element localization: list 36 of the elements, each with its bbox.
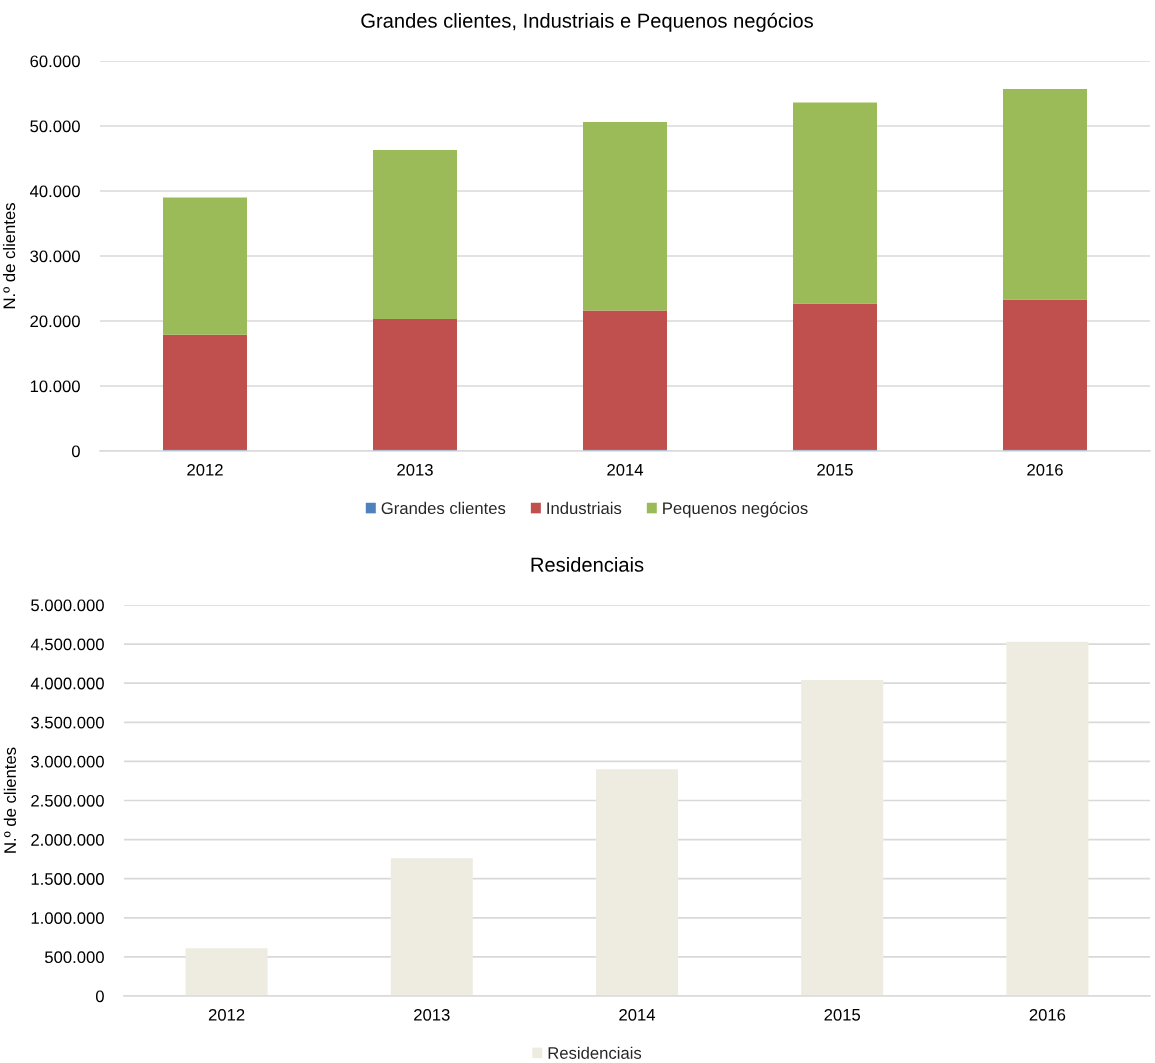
x-tick-label: 2015 bbox=[817, 463, 853, 476]
legend-label: Residenciais bbox=[548, 1046, 642, 1059]
chart-title: Grandes clientes, Industriais e Pequenos negócios bbox=[361, 12, 813, 32]
y-tick-label: 2.500.000 bbox=[31, 794, 104, 807]
y-axis-title: N.º de clientes bbox=[3, 747, 17, 853]
y-axis-title: N.º de clientes bbox=[2, 203, 16, 309]
x-tick-label: 2015 bbox=[824, 1008, 861, 1021]
legend-label: Grandes clientes bbox=[381, 501, 506, 515]
x-tick-label: 2016 bbox=[1027, 463, 1063, 476]
chart-title: Residenciais bbox=[531, 557, 644, 572]
y-tick-label: 30.000 bbox=[30, 250, 80, 263]
y-tick-label: 5.000.000 bbox=[31, 599, 104, 612]
y-tick-label: 0 bbox=[71, 445, 80, 458]
x-tick-label: 2013 bbox=[414, 1008, 450, 1021]
y-tick-label: 1.000.000 bbox=[31, 912, 104, 924]
legend-label: Pequenos negócios bbox=[663, 501, 808, 518]
y-tick-label: 0 bbox=[95, 990, 104, 1003]
y-tick-label: 4.500.000 bbox=[30, 638, 104, 651]
y-tick-label: 40.000 bbox=[29, 185, 80, 198]
y-tick-label: 500.000 bbox=[44, 951, 104, 964]
y-tick-label: 1.500.000 bbox=[31, 873, 104, 885]
y-tick-label: 2.000.000 bbox=[31, 834, 104, 846]
x-tick-label: 2013 bbox=[397, 463, 433, 476]
y-tick-label: 3.000.000 bbox=[31, 755, 104, 768]
x-tick-label: 2012 bbox=[187, 463, 223, 476]
y-tick-label: 60.000 bbox=[30, 55, 80, 68]
y-tick-label: 10.000 bbox=[30, 380, 80, 393]
y-tick-label: 20.000 bbox=[30, 315, 80, 328]
y-tick-label: 4.000.000 bbox=[30, 677, 104, 690]
legend-label: Industriais bbox=[547, 501, 622, 515]
x-tick-label: 2014 bbox=[619, 1008, 656, 1021]
y-tick-label: 50.000 bbox=[30, 120, 80, 133]
x-tick-label: 2014 bbox=[607, 463, 644, 476]
x-tick-label: 2016 bbox=[1029, 1008, 1066, 1021]
x-tick-label: 2012 bbox=[208, 1008, 245, 1021]
y-tick-label: 3.500.000 bbox=[31, 716, 104, 729]
